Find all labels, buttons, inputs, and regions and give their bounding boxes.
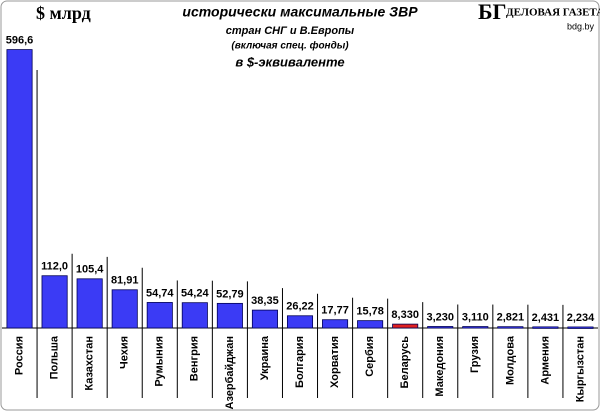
bar [322, 319, 349, 329]
bar [41, 275, 68, 329]
value-label: 52,79 [216, 288, 244, 300]
value-label: 105,4 [76, 264, 104, 276]
brand-site: bdg.by [567, 21, 595, 31]
bar [532, 326, 559, 329]
bar [427, 326, 454, 329]
x-tick-label: Грузия [469, 336, 481, 373]
brand-logo: БГ [478, 0, 507, 24]
x-tick-label: Беларусь [399, 336, 411, 389]
value-label: 8,330 [391, 309, 419, 321]
x-tick-label: Сербия [364, 336, 376, 377]
x-tick-label: Румыния [154, 336, 166, 387]
x-tick-label: Венгрия [189, 336, 201, 381]
value-label: 54,24 [181, 288, 209, 300]
value-label: 3,110 [462, 311, 489, 323]
bar [567, 326, 594, 329]
x-tick-label: Польша [48, 335, 60, 379]
subtitle: (включая спец. фонды) [231, 40, 349, 52]
bar [251, 309, 278, 329]
bar [111, 289, 138, 329]
value-label: 2,821 [497, 312, 525, 324]
x-tick-label: Молдова [504, 335, 516, 385]
value-label: 81,91 [111, 275, 139, 287]
x-tick-label: Казахстан [84, 336, 96, 391]
x-tick-label: Македония [434, 336, 446, 397]
x-tick-label: Болгария [294, 336, 306, 388]
bar [76, 278, 103, 329]
value-label: 2,431 [532, 312, 560, 324]
chart-title: исторически максимальные ЗВР [182, 4, 418, 20]
value-label: 38,35 [251, 295, 279, 307]
x-tick-label: Азербайджан [224, 336, 236, 409]
subtitle: стран СНГ и В.Европы [226, 25, 355, 37]
value-label: 17,77 [321, 305, 349, 317]
bar [181, 302, 208, 329]
x-tick-label: Чехия [119, 336, 131, 369]
bar [216, 302, 243, 329]
bar [497, 326, 524, 329]
x-tick-label: Украина [259, 335, 271, 380]
x-tick-label: Армения [539, 336, 551, 385]
bar [357, 320, 384, 329]
value-label: 15,78 [356, 306, 384, 318]
unit-label: $ млрд [36, 3, 91, 23]
x-tick-label: Россия [13, 336, 25, 375]
brand-name: ДЕЛОВАЯ ГАЗЕТА [506, 7, 600, 19]
value-label: 26,22 [286, 301, 314, 313]
bar [392, 323, 419, 329]
value-label: 54,74 [146, 287, 174, 299]
value-label: 3,230 [426, 311, 454, 323]
bar [462, 326, 489, 329]
x-tick-label: Хорватия [329, 336, 341, 388]
value-label: 112,0 [41, 261, 68, 273]
bar [286, 315, 314, 329]
value-label: 596,6 [6, 34, 34, 46]
bar [6, 49, 33, 329]
bar [146, 302, 173, 329]
subtitle: в $-эквиваленте [235, 54, 344, 69]
x-tick-label: Кыргызстан [574, 336, 586, 402]
value-label: 2,234 [567, 312, 595, 324]
